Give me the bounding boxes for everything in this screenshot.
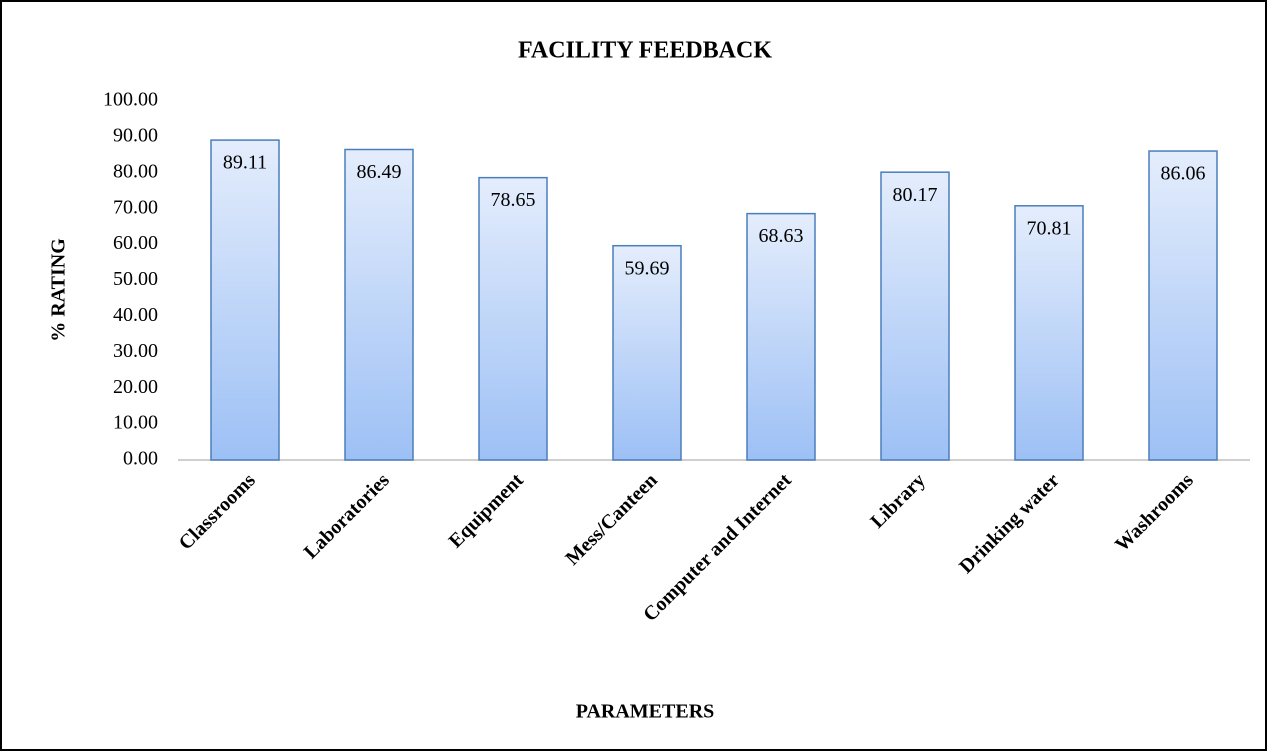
y-tick-label: 10.00: [113, 412, 158, 434]
y-tick-label: 30.00: [113, 340, 158, 362]
bar: [746, 212, 816, 461]
data-label: 86.49: [357, 161, 402, 183]
data-label: 68.63: [759, 225, 804, 247]
y-tick-label: 70.00: [113, 196, 158, 218]
data-label: 59.69: [625, 257, 670, 279]
data-label: 70.81: [1027, 217, 1072, 239]
y-tick-label: 0.00: [123, 448, 158, 470]
data-label: 80.17: [893, 184, 938, 206]
chart-title: FACILITY FEEDBACK: [518, 38, 772, 64]
y-tick-label: 80.00: [113, 160, 158, 182]
data-label: 89.11: [223, 152, 267, 174]
y-tick-label: 20.00: [113, 376, 158, 398]
data-label: 86.06: [1161, 163, 1206, 185]
y-tick-label: 40.00: [113, 304, 158, 326]
y-axis-title: % RATING: [48, 238, 70, 342]
bar: [1014, 205, 1084, 461]
bar: [478, 176, 548, 461]
bar: [210, 139, 280, 461]
y-tick-label: 50.00: [113, 268, 158, 290]
data-label: 78.65: [491, 189, 536, 211]
bar: [880, 171, 950, 461]
y-tick-label: 90.00: [113, 124, 158, 146]
y-tick-label: 100.00: [103, 89, 158, 111]
x-axis-title: PARAMETERS: [576, 701, 715, 723]
y-tick-label: 60.00: [113, 232, 158, 254]
bar: [1148, 150, 1218, 461]
bar: [344, 148, 414, 461]
bar: [612, 244, 682, 461]
